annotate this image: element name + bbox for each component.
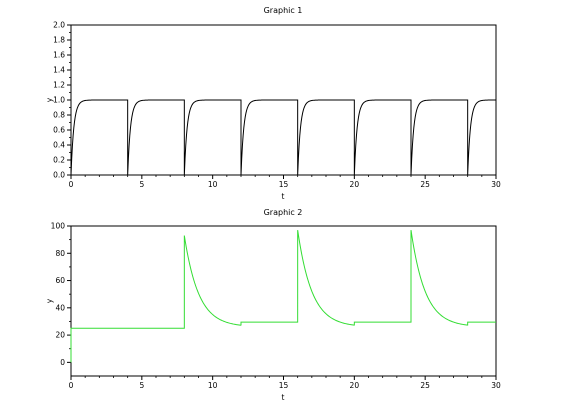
x-tick-label: 0 xyxy=(69,381,74,390)
plot2-y-axis: 0 20 40 60 80 100 xyxy=(51,222,71,367)
x-tick-label: 20 xyxy=(350,180,360,189)
x-tick-label: 25 xyxy=(420,180,430,189)
plot1-title: Graphic 1 xyxy=(264,6,303,15)
y-tick-label: 0.8 xyxy=(53,111,65,120)
plot1-x-axis: 0 5 10 15 20 25 30 xyxy=(69,175,501,189)
x-tick-label: 5 xyxy=(139,180,144,189)
y-tick-label: 20 xyxy=(55,331,65,340)
plot1-xlabel: t xyxy=(282,192,285,201)
plot2-xlabel: t xyxy=(282,393,285,401)
plot2-frame xyxy=(70,225,497,377)
y-tick-label: 1.8 xyxy=(53,36,65,45)
y-tick-label: 80 xyxy=(55,249,65,258)
plot1-y-axis: 0.0 0.2 0.4 0.6 0.8 1.0 1.2 1.4 1.6 1.8 2.0 xyxy=(53,21,71,180)
y-tick-label: 60 xyxy=(55,276,65,285)
x-tick-label: 30 xyxy=(491,180,501,189)
plot-graphic-1: Graphic 1 0 5 10 15 20 25 30 0.0 0.2 0.4 0.6 0.8 1.… xyxy=(45,6,501,201)
y-tick-label: 1.2 xyxy=(53,81,65,90)
plot1-ylabel: y xyxy=(45,97,54,102)
x-tick-label: 5 xyxy=(139,381,144,390)
plot2-x-axis: 0 5 10 15 20 25 30 xyxy=(69,376,501,390)
y-tick-label: 0.6 xyxy=(53,126,65,135)
y-tick-label: 0 xyxy=(60,358,65,367)
plot2-title: Graphic 2 xyxy=(264,208,303,217)
x-tick-label: 30 xyxy=(491,381,501,390)
plot2-series-line xyxy=(70,230,496,363)
y-tick-label: 40 xyxy=(55,303,65,312)
x-tick-label: 15 xyxy=(279,381,289,390)
y-tick-label: 0.4 xyxy=(53,141,65,150)
plot1-series-line xyxy=(70,99,496,176)
plot-graphic-2: Graphic 2 0 5 10 15 20 25 30 0 20 40 60 80 100 t y xyxy=(45,208,501,401)
y-tick-label: 0.0 xyxy=(53,171,65,180)
x-tick-label: 0 xyxy=(69,180,74,189)
y-tick-label: 0.2 xyxy=(53,156,65,165)
y-tick-label: 100 xyxy=(51,222,66,231)
x-tick-label: 25 xyxy=(420,381,430,390)
x-tick-label: 10 xyxy=(208,180,218,189)
plot2-ylabel: y xyxy=(45,298,54,303)
x-tick-label: 20 xyxy=(350,381,360,390)
y-tick-label: 1.4 xyxy=(53,66,65,75)
y-tick-label: 1.6 xyxy=(53,51,65,60)
y-tick-label: 1.0 xyxy=(53,96,65,105)
y-tick-label: 2.0 xyxy=(53,21,65,30)
x-tick-label: 15 xyxy=(279,180,289,189)
x-tick-label: 10 xyxy=(208,381,218,390)
